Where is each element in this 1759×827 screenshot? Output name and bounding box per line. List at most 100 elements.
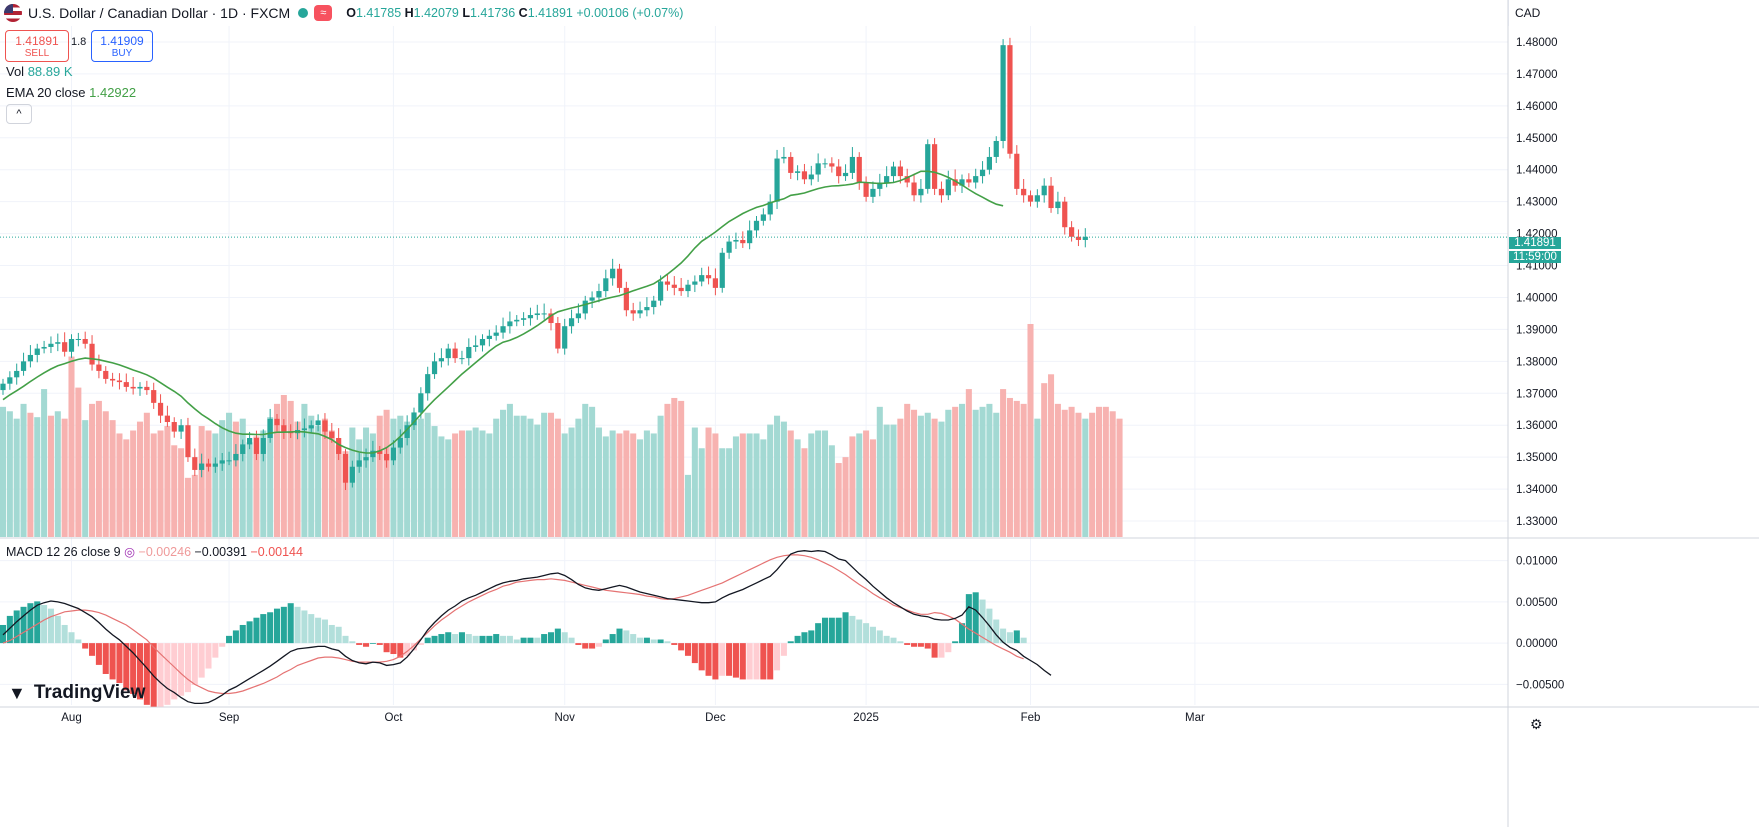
volume-bar: [938, 421, 945, 537]
candle-body: [870, 188, 876, 197]
candle-body: [952, 179, 958, 186]
x-tick-label: Oct: [385, 712, 404, 724]
candle-body: [459, 358, 465, 360]
volume-bar: [732, 436, 739, 537]
volume-bar: [1034, 418, 1041, 537]
volume-bar: [267, 417, 274, 537]
volume-bar: [205, 430, 212, 537]
macd-histogram-bar: [595, 643, 602, 647]
volume-bar: [41, 389, 48, 537]
volume-bar: [1027, 323, 1034, 537]
macd-histogram-bar: [376, 643, 383, 645]
macd-histogram-bar: [500, 635, 507, 644]
volume-bar: [486, 433, 493, 537]
volume-bar: [506, 403, 513, 537]
macd-histogram-bar: [979, 599, 986, 644]
candle-body: [356, 460, 362, 467]
ema-legend[interactable]: EMA 20 close 1.42922: [6, 85, 137, 100]
volume-bar: [1075, 412, 1082, 537]
volume-bar: [527, 418, 534, 537]
volume-bar: [890, 424, 897, 537]
volume-bar: [171, 445, 178, 537]
macd-legend[interactable]: MACD 12 26 close 9 ◎ −0.00246 −0.00391 −…: [6, 545, 303, 559]
candle-body: [1055, 201, 1061, 209]
candle-body: [185, 425, 191, 458]
volume-bar: [301, 403, 308, 537]
volume-bar: [616, 433, 623, 537]
volume-bar: [534, 424, 541, 537]
volume-bar: [568, 427, 575, 537]
candle-body: [740, 239, 746, 244]
volume-bar: [109, 420, 116, 537]
candle-body: [486, 335, 492, 339]
candle-body: [41, 346, 47, 349]
volume-bar: [739, 433, 746, 537]
volume-value: 88.89 K: [27, 64, 73, 79]
macd-histogram-bar: [226, 635, 233, 644]
x-tick-label: 2025: [853, 712, 879, 724]
candle-body: [164, 415, 170, 423]
macd-histogram-bar: [1006, 632, 1013, 644]
buy-button[interactable]: 1.41909 BUY: [91, 30, 153, 62]
symbol-title[interactable]: U.S. Dollar / Canadian Dollar · 1D · FXC…: [28, 5, 291, 21]
candle-body: [993, 140, 999, 157]
market-status-icon[interactable]: [298, 8, 309, 18]
volume-bar: [979, 406, 986, 537]
macd-histogram-bar: [897, 641, 904, 644]
volume-bar: [691, 427, 698, 537]
macd-histogram-bar: [801, 632, 808, 644]
macd-histogram-bar: [787, 641, 794, 644]
macd-histogram-bar: [924, 643, 931, 649]
candle-body: [144, 386, 150, 391]
candle-body: [233, 453, 239, 461]
volume-bar: [308, 415, 315, 537]
volume-bar: [479, 430, 486, 537]
macd-histogram-bar: [746, 643, 753, 680]
macd-histogram-bar: [123, 643, 130, 691]
volume-bar: [541, 412, 548, 537]
volume-bar: [547, 412, 555, 537]
candle-body: [733, 239, 739, 242]
volume-legend[interactable]: Vol 88.89 K: [6, 64, 73, 79]
volume-bar: [424, 412, 431, 537]
settings-gear-icon[interactable]: ⚙: [1530, 716, 1543, 732]
macd-settings-icon[interactable]: ◎: [124, 545, 136, 559]
candle-body: [918, 188, 924, 196]
tradingview-logo[interactable]: ▼ TradingView: [8, 682, 145, 704]
macd-histogram-bar: [41, 605, 48, 644]
macd-histogram-bar: [993, 619, 1000, 644]
macd-histogram-bar: [623, 630, 630, 644]
macd-histogram-bar: [678, 643, 685, 651]
candle-body: [1069, 227, 1075, 237]
x-tick-label: Mar: [1185, 712, 1205, 724]
volume-bar: [452, 433, 459, 537]
candle-body: [658, 281, 664, 301]
candle-body: [966, 179, 972, 183]
candle-body: [904, 176, 910, 183]
volume-bar: [897, 418, 904, 537]
countdown-tag: 11:59:00: [1509, 251, 1561, 263]
candle-body: [247, 437, 253, 445]
candle-body: [260, 437, 266, 454]
sell-button[interactable]: 1.41891 SELL: [5, 30, 69, 62]
volume-bar: [369, 433, 376, 537]
macd-histogram-bar: [972, 592, 979, 644]
candle-body: [75, 338, 81, 340]
macd-histogram-bar: [1013, 630, 1020, 644]
volume-bar: [431, 426, 438, 537]
currency-label[interactable]: CAD: [1508, 0, 1759, 26]
macd-histogram-bar: [171, 643, 178, 700]
data-badge[interactable]: ≈: [314, 5, 333, 21]
macd-histogram-bar: [136, 643, 144, 700]
volume-bar: [27, 412, 34, 537]
volume-bar: [458, 430, 465, 537]
volume-bar: [253, 436, 260, 537]
y-tick-label: 1.34000: [1516, 484, 1558, 496]
volume-bar: [650, 433, 657, 537]
candle-body: [20, 361, 27, 371]
collapse-legend-button[interactable]: ^: [6, 104, 32, 124]
candle-body: [692, 281, 698, 285]
macd-histogram-bar: [383, 643, 390, 653]
x-tick-label: Nov: [554, 712, 575, 724]
